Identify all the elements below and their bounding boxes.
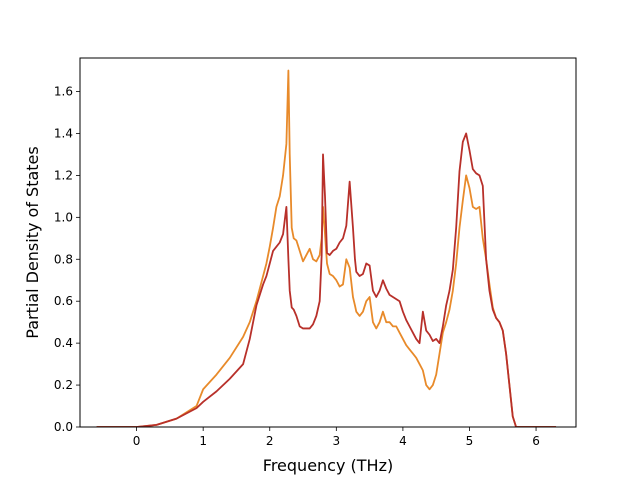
plot-frame (79, 57, 577, 428)
y-axis-label: Partial Density of States (23, 146, 42, 338)
x-axis-label: Frequency (THz) (263, 456, 393, 475)
y-tick-label: 0.6 (54, 294, 73, 308)
x-tick-label: 2 (266, 434, 274, 448)
x-tick-label: 4 (399, 434, 407, 448)
series-layer (96, 69, 557, 427)
y-tick-label: 1.6 (54, 85, 73, 99)
series-line-2 (96, 132, 557, 427)
y-tick-label: 1.2 (54, 168, 73, 182)
x-tick-label: 1 (199, 434, 207, 448)
y-tick-label: 0.8 (54, 252, 73, 266)
x-tick-label: 6 (532, 434, 540, 448)
y-tick-label: 1.0 (54, 210, 73, 224)
x-tick-label: 5 (466, 434, 474, 448)
y-tick-label: 0.0 (54, 420, 73, 434)
x-tick-label: 0 (133, 434, 141, 448)
y-axis: 0.0 0.2 0.4 0.6 0.8 1.0 1.2 1.4 1.6 (54, 85, 80, 434)
y-tick-label: 0.4 (54, 336, 73, 350)
y-tick-label: 0.2 (54, 378, 73, 392)
x-tick-label: 3 (333, 434, 341, 448)
x-axis: 0 1 2 3 4 5 6 (133, 427, 540, 448)
y-tick-label: 1.4 (54, 126, 73, 140)
series-line-1 (96, 69, 557, 427)
